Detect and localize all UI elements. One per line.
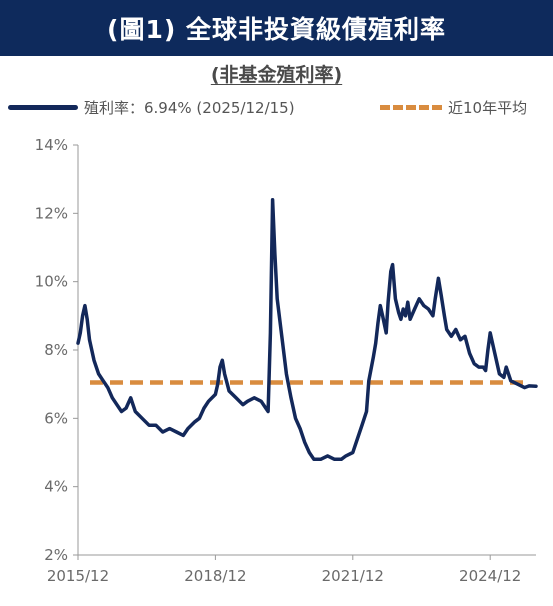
y-tick-label: 2% [44, 546, 68, 564]
yield-series-line [76, 197, 538, 462]
legend-swatch-dashed [380, 105, 442, 110]
chart-title: (圖1) 全球非投資級債殖利率 [107, 15, 446, 44]
chart-subtitle: (非基金殖利率) [210, 64, 343, 86]
x-tick-label: 2024/12 [459, 567, 521, 585]
legend-label-yield: 殖利率：6.94% (2025/12/15) [84, 99, 295, 117]
legend-label-average: 近10年平均 [448, 99, 528, 117]
y-tick-label: 4% [44, 478, 68, 496]
x-tick-label: 2018/12 [184, 567, 246, 585]
legend-item-yield: 殖利率：6.94% (2025/12/15) [8, 97, 295, 118]
y-tick-label: 12% [35, 204, 68, 222]
y-tick-label: 14% [35, 136, 68, 154]
y-tick-label: 10% [35, 273, 68, 291]
chart-title-banner: (圖1) 全球非投資級債殖利率 [0, 0, 553, 56]
chart-legend: 殖利率：6.94% (2025/12/15) 近10年平均 [8, 97, 553, 121]
y-tick-label: 6% [44, 409, 68, 427]
legend-item-average: 近10年平均 [380, 97, 527, 118]
y-tick-label: 8% [44, 341, 68, 359]
legend-swatch-solid [8, 105, 78, 110]
x-tick-label: 2021/12 [322, 567, 384, 585]
x-tick-label: 2015/12 [47, 567, 109, 585]
